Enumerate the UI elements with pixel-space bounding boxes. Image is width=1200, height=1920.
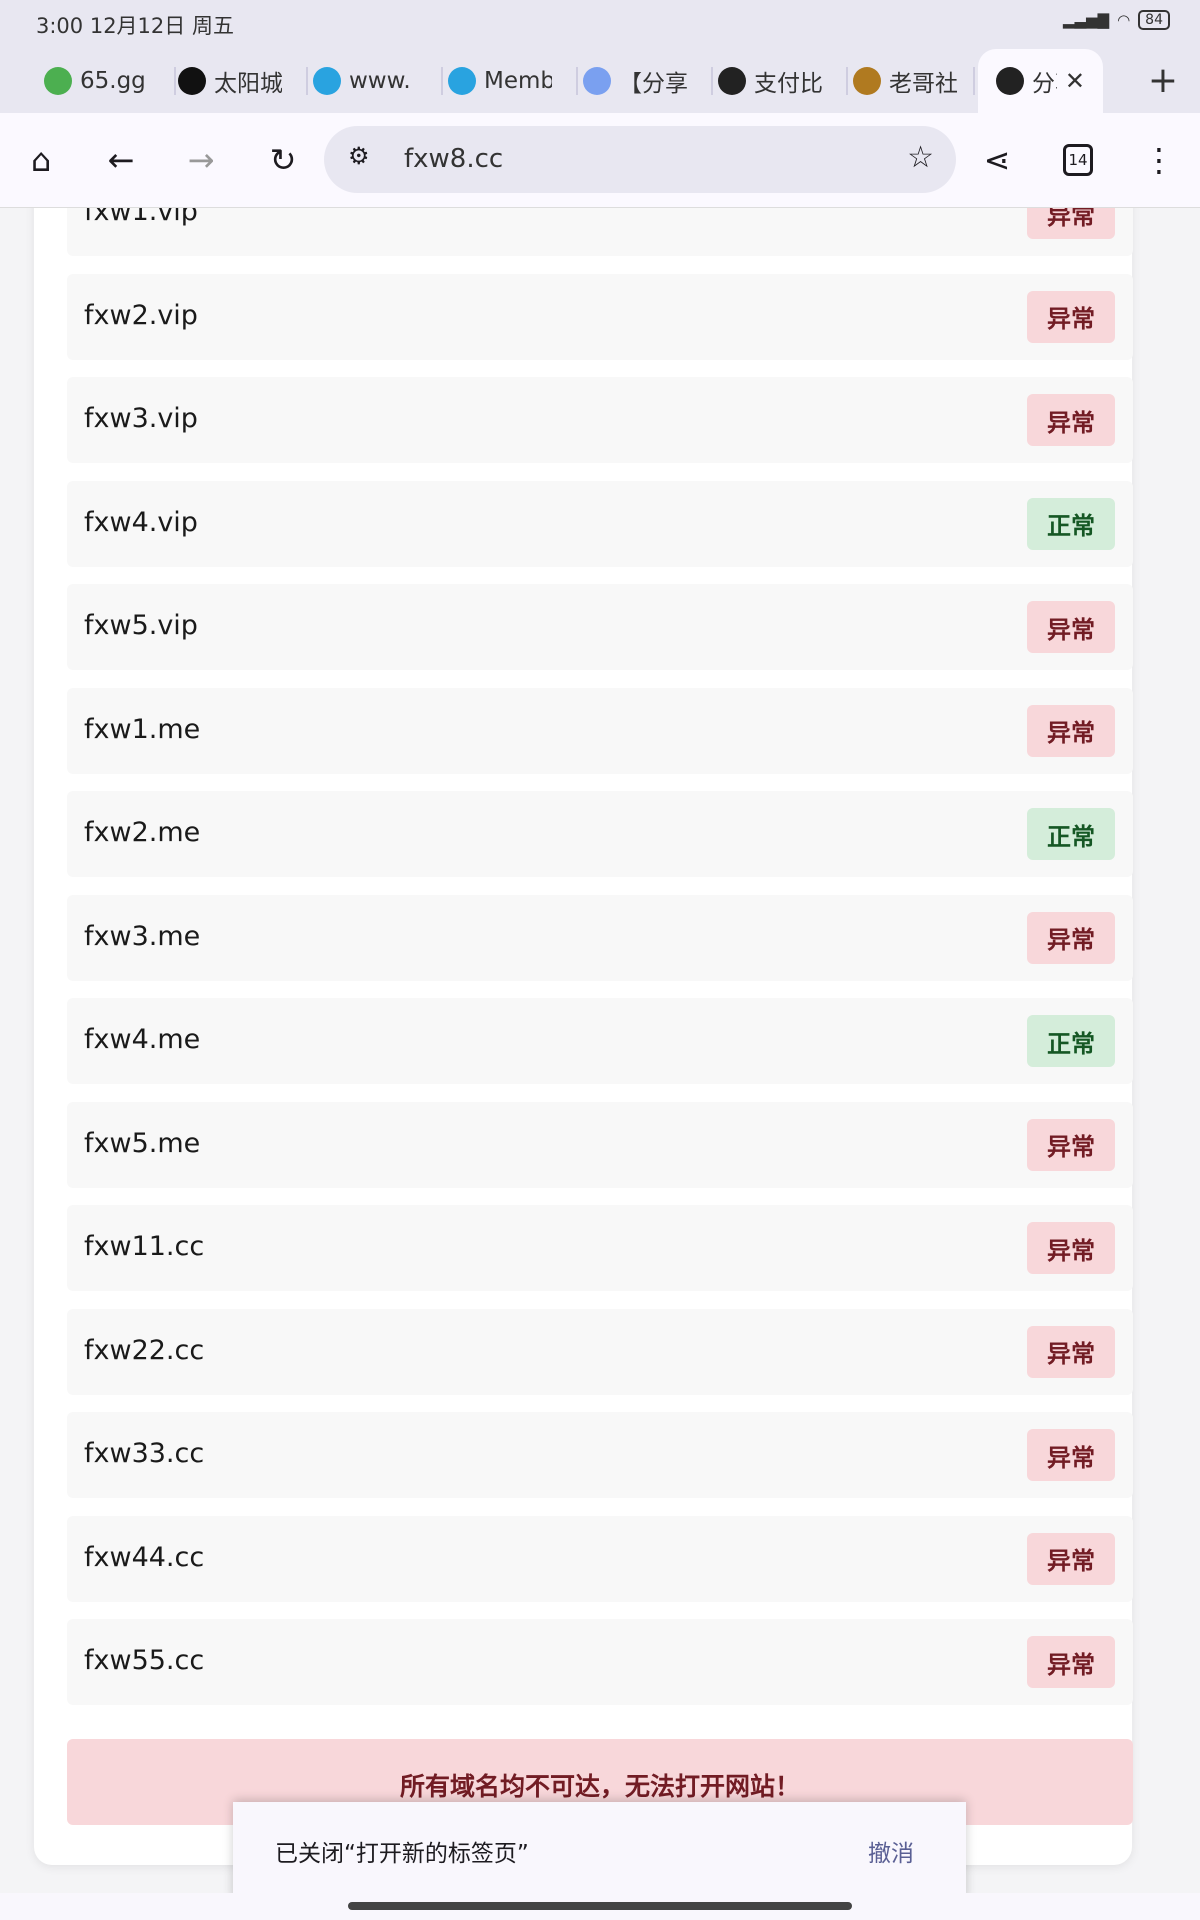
tab-item[interactable]: 【分享 bbox=[583, 49, 713, 113]
domain-name: fxw1.me bbox=[84, 713, 201, 745]
status-badge: 正常 bbox=[1027, 808, 1115, 860]
domain-row: fxw4.me 正常 bbox=[67, 998, 1133, 1084]
globe-icon bbox=[718, 67, 746, 95]
menu-button[interactable]: ⋮ bbox=[1143, 141, 1175, 179]
status-bar: 3:00 12月12日 周五 ▂▃▅▇ ◠ 84 bbox=[0, 0, 1200, 49]
domain-row: fxw44.cc 异常 bbox=[67, 1515, 1133, 1602]
page-content: fxw1.vip 异常 fxw2.vip 异常 fxw3.vip 异常 fxw4.vip 正常… bbox=[0, 208, 1200, 1893]
domain-name: fxw5.me bbox=[84, 1127, 201, 1159]
tab-item[interactable]: Memb bbox=[448, 49, 578, 113]
status-badge: 异常 bbox=[1027, 1222, 1115, 1274]
home-button[interactable]: ⌂ bbox=[30, 141, 52, 179]
wifi-icon: ◠ bbox=[1117, 11, 1131, 29]
tab-item[interactable]: 老哥社 bbox=[853, 49, 975, 113]
domain-row: fxw1.vip 异常 bbox=[67, 208, 1133, 256]
status-badge: 异常 bbox=[1027, 394, 1115, 446]
address-bar[interactable]: ⚙ fxw8.cc ☆ bbox=[324, 126, 956, 193]
tab-title: 太阳城 bbox=[214, 71, 282, 97]
domain-name: fxw4.vip bbox=[84, 506, 198, 538]
snackbar: 已关闭“打开新的标签页” 撤消 bbox=[233, 1802, 966, 1902]
back-button[interactable]: ← bbox=[107, 141, 135, 179]
domain-row: fxw4.vip 正常 bbox=[67, 480, 1133, 567]
tab-title: Memb bbox=[484, 68, 552, 94]
tab-strip: 65.gg 太阳城 www. Memb 【分享 支付比 老哥社 分享 ✕ bbox=[0, 49, 1200, 113]
domain-name: fxw33.cc bbox=[84, 1438, 205, 1469]
domain-name: fxw1.vip bbox=[84, 208, 198, 227]
domain-name: fxw3.vip bbox=[84, 403, 198, 434]
domain-row: fxw1.me 异常 bbox=[67, 687, 1133, 774]
bookmark-star-icon[interactable]: ☆ bbox=[907, 140, 934, 175]
status-badge: 异常 bbox=[1027, 290, 1115, 343]
url-text[interactable]: fxw8.cc bbox=[404, 144, 504, 174]
status-badge: 异常 bbox=[1027, 1636, 1115, 1688]
laoge-icon bbox=[853, 67, 881, 95]
domain-name: fxw2.vip bbox=[84, 299, 198, 331]
domain-row: fxw3.vip 异常 bbox=[67, 377, 1133, 463]
close-tab-icon[interactable]: ✕ bbox=[1064, 67, 1085, 95]
globe-icon bbox=[996, 67, 1024, 95]
signal-icon: ▂▃▅▇ bbox=[1062, 11, 1110, 29]
new-tab-button[interactable]: + bbox=[1147, 60, 1178, 101]
tab-count: 14 bbox=[1063, 144, 1093, 176]
domain-name: fxw3.me bbox=[84, 920, 201, 952]
status-time: 3:00 12月12日 周五 bbox=[36, 14, 234, 38]
domain-row: fxw2.me 正常 bbox=[67, 791, 1133, 877]
status-badge: 异常 bbox=[1027, 704, 1115, 757]
status-badge: 正常 bbox=[1027, 497, 1115, 550]
battery-icon: 84 bbox=[1138, 10, 1170, 30]
status-badge: 异常 bbox=[1027, 1532, 1115, 1585]
snackbar-message: 已关闭“打开新的标签页” bbox=[275, 1841, 529, 1867]
bet365-icon bbox=[44, 67, 72, 95]
tab-title: 【分享 bbox=[619, 71, 687, 97]
domain-row: fxw55.cc 异常 bbox=[67, 1619, 1133, 1705]
status-badge: 异常 bbox=[1027, 911, 1115, 964]
tab-title: www. bbox=[349, 68, 411, 94]
site-settings-icon[interactable]: ⚙ bbox=[348, 142, 370, 170]
forward-button[interactable]: → bbox=[187, 141, 215, 179]
tab-title: 支付比 bbox=[754, 71, 822, 97]
status-badge: 正常 bbox=[1027, 1015, 1115, 1067]
domain-name: fxw11.cc bbox=[84, 1231, 205, 1262]
tab-item[interactable]: www. bbox=[313, 49, 443, 113]
tab-title: 老哥社 bbox=[889, 71, 957, 97]
tab-item[interactable]: 65.gg bbox=[44, 49, 176, 113]
sun-city-icon bbox=[178, 67, 206, 95]
domain-name: fxw22.cc bbox=[84, 1334, 205, 1366]
status-badge: 异常 bbox=[1027, 601, 1115, 653]
status-badge: 异常 bbox=[1027, 1118, 1115, 1171]
undo-button[interactable]: 撤消 bbox=[868, 1841, 914, 1867]
domain-name: fxw55.cc bbox=[84, 1645, 205, 1676]
tab-item[interactable]: 分享 ✕ bbox=[978, 49, 1103, 113]
status-badge: 异常 bbox=[1027, 208, 1115, 239]
domain-name: fxw4.me bbox=[84, 1024, 201, 1055]
share-button[interactable]: ⋖ bbox=[983, 141, 1011, 179]
domain-name: fxw44.cc bbox=[84, 1541, 205, 1573]
domain-row: fxw2.vip 异常 bbox=[67, 273, 1133, 360]
domain-row: fxw22.cc 异常 bbox=[67, 1308, 1133, 1395]
status-badge: 异常 bbox=[1027, 1325, 1115, 1378]
system-nav-bar bbox=[0, 1893, 1200, 1920]
tab-title: 分享 bbox=[1032, 71, 1057, 97]
domain-row: fxw33.cc 异常 bbox=[67, 1412, 1133, 1498]
loading-spinner-icon bbox=[583, 67, 611, 95]
domain-row: fxw11.cc 异常 bbox=[67, 1205, 1133, 1291]
domain-row: fxw5.vip 异常 bbox=[67, 584, 1133, 670]
domain-name: fxw5.vip bbox=[84, 610, 198, 641]
tab-item[interactable]: 支付比 bbox=[718, 49, 848, 113]
browser-toolbar: ⌂ ← → ↻ ⚙ fxw8.cc ☆ ⋖ 14 ⋮ bbox=[0, 113, 1200, 208]
domain-name: fxw2.me bbox=[84, 817, 201, 848]
domain-row: fxw3.me 异常 bbox=[67, 894, 1133, 981]
domain-row: fxw5.me 异常 bbox=[67, 1101, 1133, 1188]
home-indicator[interactable] bbox=[348, 1902, 852, 1910]
reload-button[interactable]: ↻ bbox=[269, 141, 297, 179]
lotus-icon bbox=[313, 67, 341, 95]
lotus-icon bbox=[448, 67, 476, 95]
tab-title: 65.gg bbox=[80, 68, 146, 94]
status-badge: 异常 bbox=[1027, 1429, 1115, 1481]
tab-switcher-button[interactable]: 14 bbox=[1055, 137, 1101, 183]
tab-item[interactable]: 太阳城 bbox=[178, 49, 308, 113]
